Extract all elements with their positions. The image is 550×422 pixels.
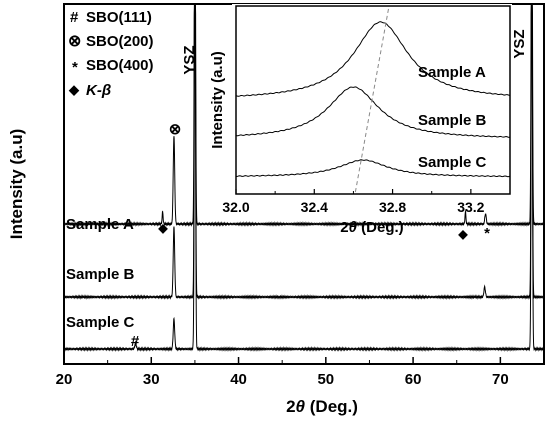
legend-label-sbo111: SBO(111) <box>86 9 152 26</box>
series-label-sample-b: Sample B <box>66 266 135 283</box>
inset-series-line-sample-c <box>235 159 511 178</box>
main-x-tick-label: 50 <box>317 371 334 388</box>
inset-series-label-sample-a: Sample A <box>418 64 486 81</box>
legend: # SBO(111) ⊗ SBO(200) * SBO(400) ◆ K-β <box>68 9 154 99</box>
legend-symbol-sbo400: * <box>72 59 78 76</box>
legend-label-sbo200: SBO(200) <box>86 33 154 50</box>
legend-label-sbo400: SBO(400) <box>86 57 154 74</box>
legend-symbol-kbeta: ◆ <box>68 82 80 97</box>
inset-plot-frame <box>235 5 511 195</box>
main-x-minor-ticks <box>107 360 458 364</box>
main-x-axis: 20 30 40 50 60 70 <box>56 357 509 388</box>
main-x-tick-label: 70 <box>492 371 509 388</box>
peak-marker-sbo111: # <box>131 333 140 350</box>
main-x-axis-title: 2θ (Deg.) <box>286 397 358 416</box>
ysz-label-right: YSZ <box>511 29 528 58</box>
inset-series-label-sample-b: Sample B <box>418 112 487 129</box>
inset-x-axis: 32.0 32.4 32.8 33.2 <box>222 189 485 215</box>
legend-label-kbeta: K-β <box>86 82 111 99</box>
main-x-tick-label: 60 <box>405 371 422 388</box>
inset-series-line-sample-b <box>235 86 511 138</box>
inset-series-line-sample-a <box>235 21 511 97</box>
inset-x-tick-label: 33.2 <box>457 199 484 215</box>
inset-x-tick-label: 32.0 <box>222 199 249 215</box>
main-x-tick-label: 20 <box>56 371 73 388</box>
series-line-sample-c <box>63 4 545 352</box>
inset-series-label-sample-c: Sample C <box>418 154 487 171</box>
peak-marker-kbeta-low: ◆ <box>157 221 168 235</box>
legend-symbol-sbo111: # <box>70 9 79 26</box>
series-label-sample-c: Sample C <box>66 314 135 331</box>
series-line-sample-a <box>63 4 545 227</box>
peak-marker-kbeta-high: ◆ <box>457 227 468 241</box>
series-label-sample-a: Sample A <box>66 216 134 233</box>
main-x-tick-label: 30 <box>143 371 160 388</box>
inset-x-tick-label: 32.8 <box>379 199 406 215</box>
peak-marker-sbo200: ⊗ <box>169 121 182 138</box>
main-series-group <box>63 4 545 352</box>
ysz-label-left: YSZ <box>181 45 198 74</box>
main-y-axis-title: Intensity (a.u) <box>7 129 26 240</box>
series-line-sample-b <box>63 4 545 300</box>
inset-series-group <box>235 21 511 178</box>
inset-trend-line <box>354 7 390 193</box>
inset-y-axis-title: Intensity (a.u) <box>209 51 226 149</box>
inset-x-axis-title: 2θ (Deg.) <box>340 219 403 236</box>
peak-marker-sbo400: * <box>484 225 490 242</box>
inset-background <box>232 4 512 204</box>
main-x-tick-label: 40 <box>230 371 247 388</box>
inset-x-tick-label: 32.4 <box>301 199 328 215</box>
legend-symbol-sbo200: ⊗ <box>68 33 81 50</box>
